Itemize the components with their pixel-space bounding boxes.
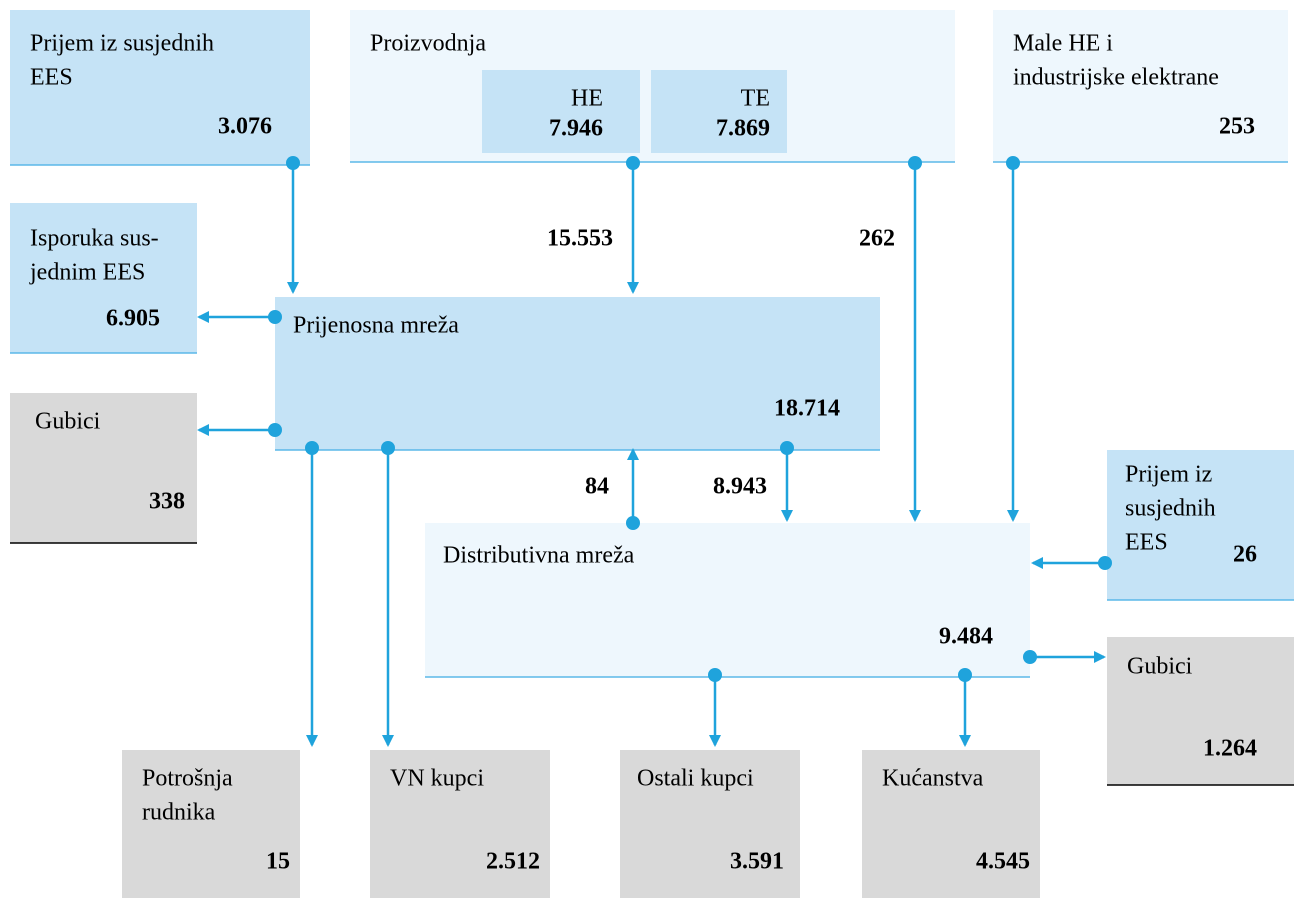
node-label: EES	[30, 65, 73, 91]
node-box	[651, 70, 787, 153]
node-value: 1.264	[1203, 736, 1257, 762]
node-value: 15	[266, 849, 290, 875]
node-label: Prijem iz	[1125, 462, 1212, 488]
flow-label: 15.553	[547, 226, 613, 252]
node-box	[482, 70, 640, 153]
node-label: susjednih	[1125, 496, 1216, 522]
node-value: 338	[149, 489, 185, 515]
node-label: industrijske elektrane	[1013, 65, 1219, 91]
node-label: Gubici	[35, 409, 101, 435]
node-label: Potrošnja	[142, 766, 233, 792]
flow-origin	[1006, 156, 1020, 170]
boxes: Prijem iz susjednih EES 3.076 Proizvodnja HE…	[10, 10, 1294, 898]
flow-origin	[626, 156, 640, 170]
node-label: Male HE i	[1013, 31, 1113, 57]
node-label: Proizvodnja	[370, 31, 486, 57]
node-label: Prijenosna mreža	[293, 313, 459, 339]
node-value: 2.512	[486, 849, 540, 875]
node-label: EES	[1125, 530, 1168, 556]
node-value: 18.714	[774, 396, 840, 422]
arrows	[197, 156, 1112, 747]
flow-origin	[305, 441, 319, 455]
node-box	[275, 297, 880, 450]
node-value: 9.484	[939, 624, 993, 650]
flow-label: 8.943	[713, 474, 767, 500]
flow-origin	[268, 423, 282, 437]
node-box	[993, 10, 1288, 162]
node-label: Prijem iz susjednih	[30, 31, 214, 57]
node-label: Gubici	[1127, 654, 1193, 680]
flow-origin	[780, 441, 794, 455]
flow-origin	[908, 156, 922, 170]
node-label: Isporuka sus-	[30, 226, 159, 252]
node-box	[10, 393, 197, 543]
node-label: Ostali kupci	[637, 766, 754, 792]
node-value: 26	[1233, 542, 1257, 568]
node-value: 4.545	[976, 849, 1030, 875]
flow-origin	[958, 668, 972, 682]
node-label: rudnika	[142, 800, 216, 826]
flow-origin	[381, 441, 395, 455]
node-box	[122, 750, 300, 898]
node-value: 7.869	[716, 116, 770, 142]
node-box	[862, 750, 1040, 898]
flow-origin	[626, 516, 640, 530]
flow-origin	[286, 156, 300, 170]
node-value: 6.905	[106, 306, 160, 332]
node-label: Distributivna mreža	[443, 543, 635, 569]
node-value: 7.946	[549, 116, 603, 142]
flow-origin	[1098, 556, 1112, 570]
node-box	[620, 750, 800, 898]
node-label: HE	[571, 86, 603, 112]
flow-origin	[708, 668, 722, 682]
node-box	[1107, 637, 1294, 785]
node-box	[370, 750, 550, 898]
flow-label: 84	[585, 474, 609, 500]
node-value: 3.591	[730, 849, 784, 875]
flow-origin	[268, 310, 282, 324]
node-label: jednim EES	[29, 260, 145, 286]
node-value: 253	[1219, 114, 1255, 140]
node-box	[10, 203, 197, 353]
labels: 15.553 262 84 8.943	[547, 226, 895, 500]
flow-label: 262	[859, 226, 895, 252]
node-label: VN kupci	[390, 766, 484, 792]
node-box	[1107, 450, 1294, 600]
node-box	[10, 10, 310, 165]
flow-origin	[1023, 650, 1037, 664]
node-box	[425, 523, 1030, 677]
node-value: 3.076	[218, 114, 272, 140]
node-label: Kućanstva	[882, 766, 984, 792]
node-label: TE	[741, 86, 770, 112]
